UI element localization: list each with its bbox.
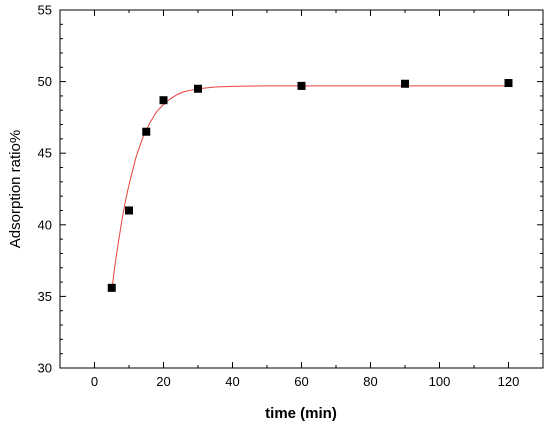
x-tick-label: 80 [363,374,377,389]
x-tick-label: 120 [498,374,520,389]
y-tick-label: 35 [38,289,52,304]
series-layer [107,79,513,292]
data-point [142,127,151,136]
fit-curve [111,85,509,291]
y-tick-label: 40 [38,217,52,232]
data-point [125,206,133,215]
data-point [194,84,202,93]
x-axis-title: time (min) [265,405,337,422]
x-tick-label: 0 [91,374,98,389]
data-point [297,81,306,90]
data-point [107,283,116,292]
tick-group [59,9,544,369]
x-tick-label: 60 [294,374,308,389]
x-tick-label: 100 [429,374,451,389]
y-axis-title: Adsorption ratio% [7,130,24,248]
y-tick-label: 55 [38,3,52,18]
x-tick-label: 20 [156,374,170,389]
tick-label-group: 0 20 40 60 80 100 120 30 35 40 45 50 55 [38,3,520,390]
plot-frame [59,9,544,369]
y-tick-label: 50 [38,74,52,89]
data-point [401,79,409,88]
data-point [159,96,168,105]
y-tick-label: 45 [38,146,52,161]
data-point [504,79,513,88]
y-tick-label: 30 [38,361,52,376]
x-tick-label: 40 [225,374,239,389]
